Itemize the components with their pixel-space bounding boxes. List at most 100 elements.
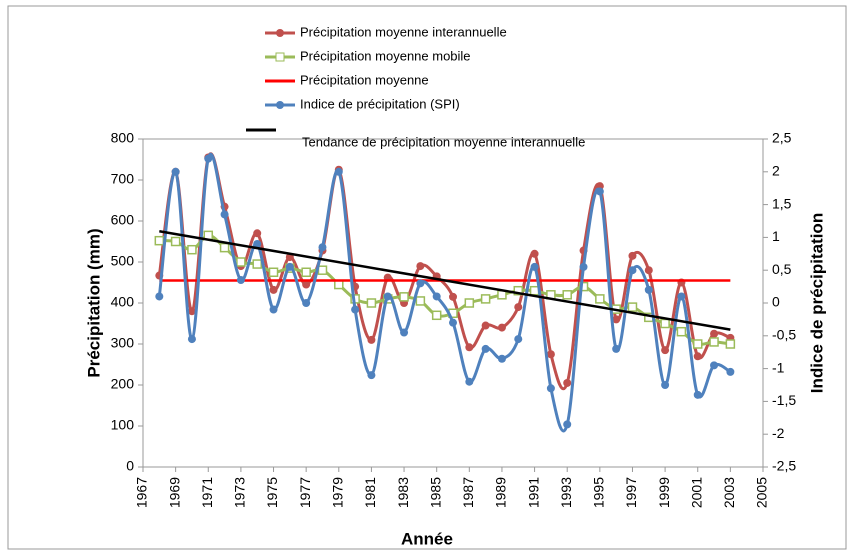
y-tick-label: 200 (111, 376, 135, 392)
point (562, 290, 572, 300)
point (546, 384, 555, 393)
y-tick-label: 700 (111, 171, 135, 187)
point (513, 285, 524, 296)
point (268, 267, 279, 277)
x-tick-label: 1979 (329, 477, 345, 508)
legend-label: Précipitation moyenne interannuelle (300, 24, 507, 39)
point (628, 266, 637, 275)
point (431, 310, 442, 321)
point (285, 262, 294, 271)
y2-axis-title: Indice de précipitation (807, 213, 826, 393)
point (710, 361, 719, 370)
point (497, 323, 506, 332)
x-tick-label: 1971 (199, 477, 215, 508)
point (465, 343, 474, 352)
point (367, 371, 376, 380)
point (628, 251, 637, 260)
point (644, 285, 653, 294)
x-tick-label: 1969 (166, 477, 182, 508)
point (514, 303, 523, 312)
point (204, 154, 213, 163)
y2-tick-label: -2 (772, 425, 785, 441)
point (187, 244, 197, 255)
point (154, 235, 165, 246)
y2-tick-label: 1 (772, 228, 780, 244)
x-tick-label: 1995 (591, 477, 607, 508)
y2-tick-label: 1,5 (772, 195, 792, 211)
point (579, 262, 588, 271)
y-tick-label: 100 (111, 417, 135, 433)
legend-label: Précipitation moyenne (300, 72, 429, 87)
point (399, 292, 409, 302)
point (514, 335, 523, 344)
point (627, 302, 638, 312)
point (449, 318, 457, 327)
legend-label: Tendance de précipitation moyenne intera… (302, 134, 585, 149)
point (416, 262, 425, 271)
point (302, 299, 311, 307)
point (481, 321, 490, 330)
point (334, 279, 344, 290)
y-tick-label: 600 (111, 212, 135, 228)
point (497, 354, 506, 363)
x-axis-title: Année (401, 529, 453, 548)
y2-tick-label: -2,5 (772, 458, 796, 474)
point (563, 378, 572, 387)
x-tick-label: 1987 (460, 477, 476, 508)
x-tick-label: 1985 (427, 477, 443, 508)
x-tick-label: 1975 (264, 477, 280, 508)
y-tick-label: 500 (111, 253, 135, 269)
point (269, 305, 278, 314)
y2-tick-label: -1 (772, 359, 785, 375)
y-tick-label: 0 (126, 458, 134, 474)
point (660, 318, 670, 329)
y-tick-label: 400 (111, 294, 135, 310)
legend-marker (276, 29, 284, 37)
point (578, 281, 589, 292)
y2-tick-label: 2 (772, 163, 780, 179)
point (693, 352, 702, 361)
point (317, 265, 328, 275)
point (383, 292, 392, 301)
legend-marker (276, 101, 284, 109)
point (351, 305, 360, 314)
x-tick-label: 1977 (297, 477, 313, 508)
point (563, 420, 572, 429)
x-tick-label: 1967 (134, 477, 150, 508)
point (171, 167, 180, 176)
x-tick-label: 1981 (362, 477, 378, 508)
legend-label: Indice de précipitation (SPI) (300, 96, 460, 111)
y2-tick-label: 0 (772, 294, 780, 310)
point (432, 292, 441, 301)
point (449, 292, 457, 301)
point (595, 294, 605, 304)
point (187, 335, 196, 344)
point (415, 296, 426, 306)
point (481, 344, 490, 353)
point (253, 229, 262, 238)
y2-tick-label: 0,5 (772, 261, 792, 277)
point (480, 294, 491, 304)
point (464, 298, 475, 308)
point (236, 276, 245, 285)
x-tick-label: 1993 (558, 477, 574, 508)
x-tick-label: 1989 (493, 477, 509, 508)
y2-tick-label: -1,5 (772, 392, 796, 408)
y-tick-label: 800 (111, 130, 135, 146)
point (318, 243, 327, 252)
x-tick-label: 1983 (395, 477, 411, 508)
point (187, 307, 196, 316)
point (366, 298, 377, 308)
x-tick-label: 2001 (688, 477, 704, 508)
point (220, 210, 229, 219)
point (400, 328, 409, 337)
legend-marker (275, 52, 285, 62)
trend-line (159, 230, 731, 331)
x-tick-label: 2003 (721, 477, 737, 508)
point (726, 367, 735, 376)
point (170, 236, 181, 247)
point (334, 167, 343, 176)
point (692, 339, 703, 349)
point (253, 239, 262, 248)
